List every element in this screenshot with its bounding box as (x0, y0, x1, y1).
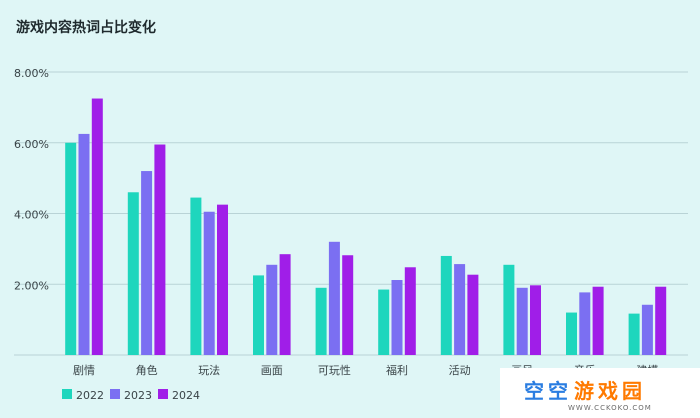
watermark-char: 空 (548, 379, 568, 403)
x-tick-label: 活动 (449, 364, 471, 377)
bar-2022 (65, 142, 77, 355)
bar-2023 (78, 133, 90, 355)
x-tick-label: 可玩性 (318, 363, 351, 377)
bar-2022 (190, 197, 202, 355)
bar-2022 (566, 312, 577, 355)
bar-2023 (328, 241, 340, 355)
bar-2023 (516, 287, 528, 355)
bar-2022 (628, 313, 640, 355)
legend-swatch (110, 389, 120, 399)
watermark: 空空游戏园WWW.CCKOKO.COM (500, 368, 700, 418)
bar-2023 (641, 304, 653, 355)
bar-2023 (203, 211, 215, 355)
bar-2024 (530, 285, 541, 355)
watermark-char: 园 (622, 379, 642, 403)
legend-swatch (158, 389, 168, 399)
bar-2023 (266, 264, 278, 355)
y-tick-label: 2.00% (14, 279, 49, 292)
bar-2024 (217, 204, 228, 355)
bar-2022 (378, 289, 390, 355)
x-tick-label: 画面 (261, 364, 283, 377)
watermark-url: WWW.CCKOKO.COM (568, 404, 652, 412)
bar-2022 (503, 264, 515, 355)
bar-2022 (253, 275, 264, 355)
bar-2024 (342, 255, 354, 355)
watermark-bg (500, 368, 700, 418)
bar-2024 (404, 267, 416, 355)
bar-2023 (454, 264, 466, 355)
y-tick-label: 6.00% (14, 138, 49, 151)
bar-2022 (127, 192, 139, 355)
watermark-char: 游 (574, 379, 594, 403)
x-tick-label: 福利 (386, 363, 408, 377)
legend-label: 2024 (172, 389, 200, 402)
bar-2023 (391, 280, 403, 355)
bar-2023 (579, 292, 591, 355)
bar-2024 (655, 286, 667, 355)
watermark-char: 空 (524, 379, 544, 403)
chart-title: 游戏内容热词占比变化 (16, 19, 156, 36)
bar-2024 (467, 274, 479, 355)
bar-2024 (592, 286, 604, 355)
bar-2022 (315, 287, 327, 355)
watermark-char: 戏 (597, 379, 618, 403)
bars (65, 98, 667, 355)
legend: 2022 2023 2024 (62, 389, 200, 402)
bar-2024 (154, 144, 166, 355)
bar-2023 (141, 171, 153, 355)
bar-2024 (91, 98, 103, 355)
bar-2022 (440, 255, 452, 355)
y-tick-label: 8.00% (14, 67, 49, 80)
legend-label: 2023 (124, 389, 152, 402)
x-tick-label: 剧情 (73, 364, 95, 377)
y-tick-label: 4.00% (14, 209, 49, 222)
x-tick-label: 玩法 (198, 363, 220, 377)
bar-2024 (279, 254, 291, 355)
legend-label: 2022 (76, 389, 104, 402)
legend-swatch (62, 389, 72, 399)
x-tick-label: 角色 (136, 363, 158, 377)
